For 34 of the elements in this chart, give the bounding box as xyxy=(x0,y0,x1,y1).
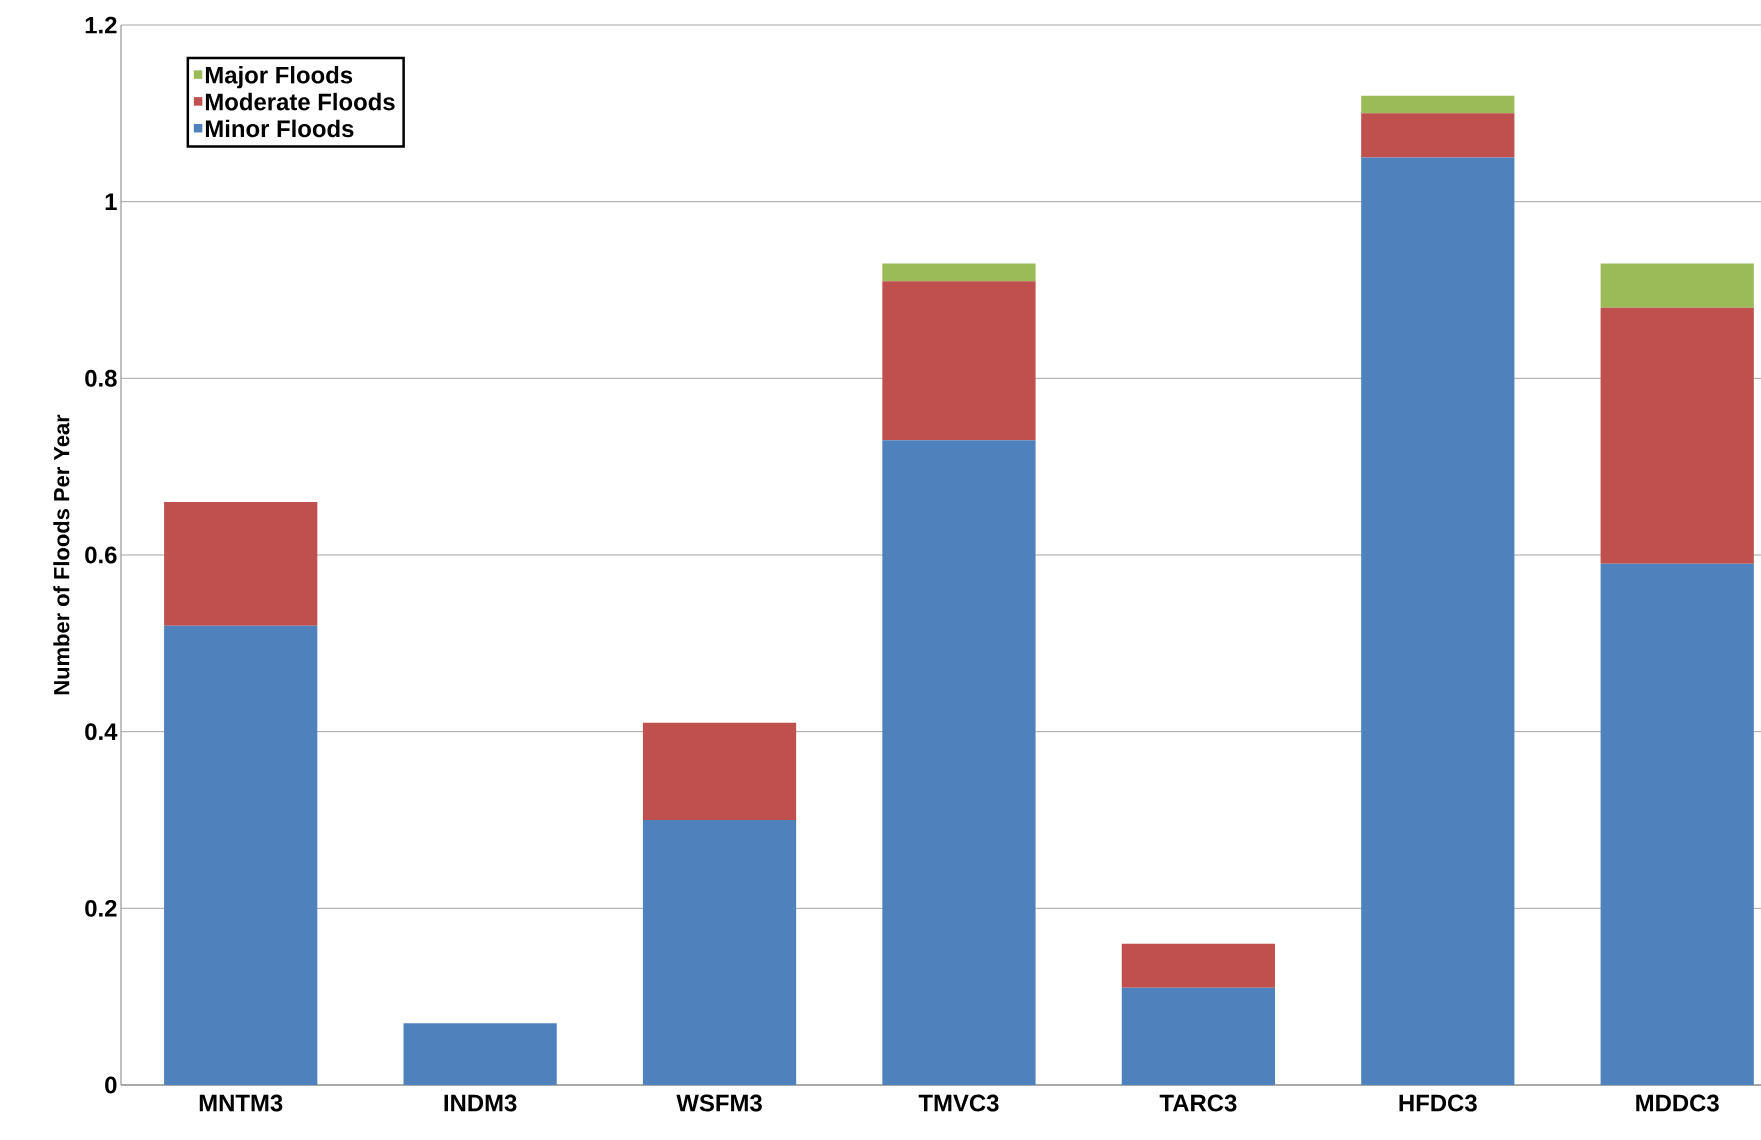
bar xyxy=(1361,95,1515,114)
x-tick-label: HFDC3 xyxy=(1399,1094,1477,1112)
x-tick-label: TARC3 xyxy=(1159,1094,1237,1112)
y-tick-label: 0.4 xyxy=(85,723,118,741)
x-tick-label: TMVC3 xyxy=(918,1094,999,1112)
bar xyxy=(1600,563,1754,1085)
bar xyxy=(882,440,1036,1085)
y-axis-title: Number of Floods Per Year xyxy=(53,414,70,695)
bar xyxy=(164,502,318,626)
legend-label: Major Floods xyxy=(205,66,353,89)
bar xyxy=(1121,943,1275,988)
y-tick-label: 0.2 xyxy=(85,899,117,917)
bar xyxy=(1361,113,1515,158)
y-tick-label: 1.2 xyxy=(85,16,117,34)
bar xyxy=(642,820,797,1085)
x-tick-label: INDM3 xyxy=(444,1094,517,1112)
legend-label: Minor Floods xyxy=(205,119,354,138)
y-tick-label: 1 xyxy=(105,193,117,210)
bar xyxy=(642,722,797,820)
bar xyxy=(164,625,318,1085)
bar xyxy=(1600,307,1754,564)
bar xyxy=(1121,987,1275,1085)
x-tick-label: MNTM3 xyxy=(199,1094,283,1112)
y-tick-label: 0.6 xyxy=(85,546,117,564)
bar xyxy=(882,263,1036,282)
y-tick-label: 0 xyxy=(105,1076,117,1094)
bar xyxy=(1600,263,1754,308)
y-tick-label: 0.8 xyxy=(85,369,117,387)
bar xyxy=(1361,157,1515,1085)
bar xyxy=(882,281,1036,441)
bar xyxy=(403,1023,557,1085)
x-tick-label: MDDC3 xyxy=(1636,1094,1719,1112)
legend-label: Moderate Floods xyxy=(205,92,395,111)
x-tick-label: WSFM3 xyxy=(676,1094,762,1112)
